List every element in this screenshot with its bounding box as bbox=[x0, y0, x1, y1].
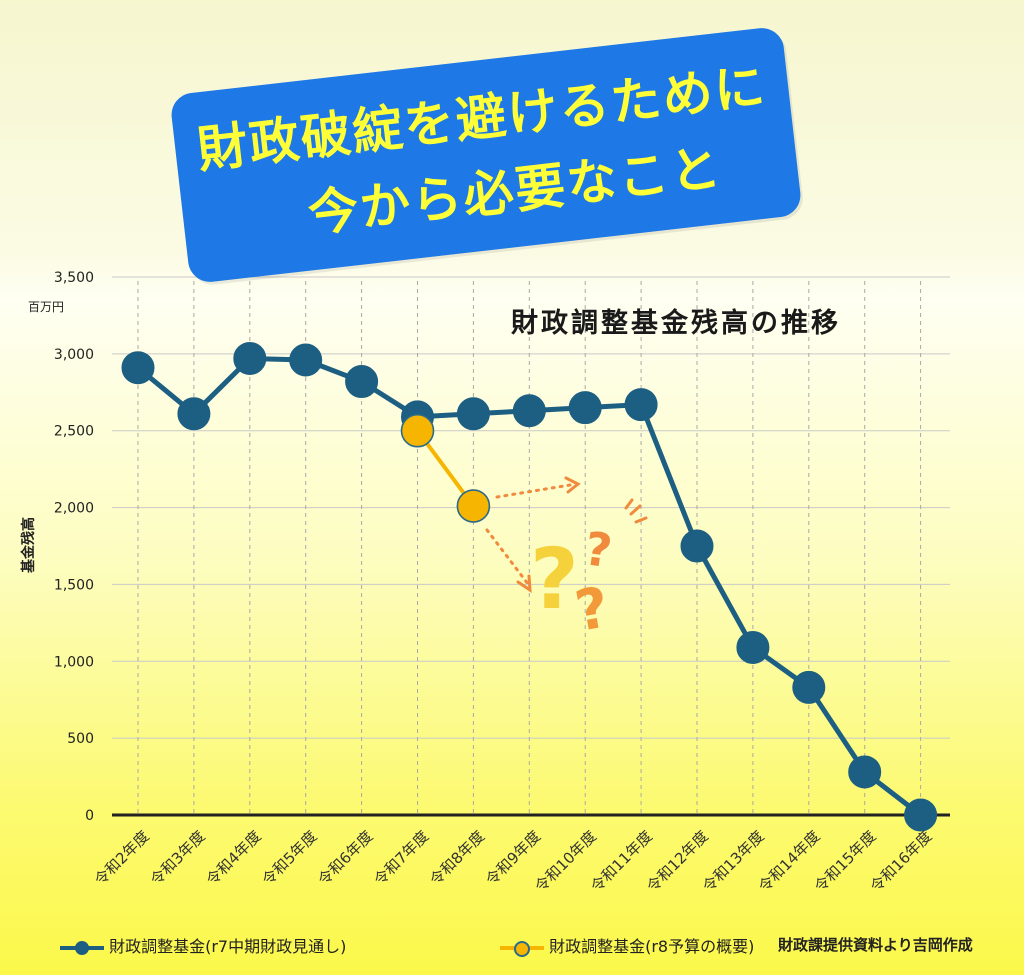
data-point bbox=[568, 391, 602, 425]
data-point bbox=[512, 394, 546, 428]
x-tick-label: 令和8年度 bbox=[426, 827, 488, 889]
data-point bbox=[736, 630, 770, 664]
y-axis-label: 基金残高 bbox=[20, 517, 37, 573]
data-point bbox=[904, 798, 938, 832]
emphasis-lines-icon bbox=[624, 498, 648, 524]
legend-label-r7: 財政調整基金(r7中期財政見通し) bbox=[109, 937, 347, 956]
legend-marker-r8 bbox=[500, 940, 544, 957]
data-point bbox=[456, 397, 490, 431]
data-point bbox=[177, 397, 211, 431]
y-tick-label: 3,000 bbox=[54, 347, 94, 363]
x-tick-label: 令和4年度 bbox=[203, 827, 265, 889]
legend-marker-r7 bbox=[60, 940, 104, 955]
data-point bbox=[121, 351, 155, 385]
question-icon: ? bbox=[581, 521, 615, 578]
source-note: 財政課提供資料より吉岡作成 bbox=[778, 936, 973, 954]
y-tick-label: 2,500 bbox=[54, 424, 94, 440]
question-marks-decoration: ? ? ? bbox=[485, 476, 648, 645]
x-tick-label: 令和3年度 bbox=[147, 827, 209, 889]
data-point bbox=[624, 388, 658, 422]
x-tick-label: 令和5年度 bbox=[259, 827, 321, 889]
legend-item-r8: 財政調整基金(r8予算の概要) bbox=[500, 933, 754, 957]
x-tick-label: 令和2年度 bbox=[91, 827, 153, 889]
data-point bbox=[456, 489, 491, 523]
legend-item-r7: 財政調整基金(r7中期財政見通し) bbox=[60, 933, 346, 957]
data-point bbox=[289, 343, 323, 377]
dotted-arrow-up-head bbox=[564, 476, 581, 494]
dotted-arrow-up bbox=[495, 483, 572, 499]
question-icon: ? bbox=[571, 575, 614, 645]
chart-title: 財政調整基金残高の推移 bbox=[511, 307, 841, 339]
y-tick-label: 2,000 bbox=[54, 501, 94, 517]
dotted-arrow-down-head bbox=[516, 574, 532, 593]
data-point bbox=[400, 413, 435, 448]
y-tick-label: 500 bbox=[67, 731, 94, 747]
y-tick-label: 0 bbox=[85, 808, 94, 824]
dotted-arrow-down bbox=[485, 528, 530, 586]
legend-label-r8: 財政調整基金(r8予算の概要) bbox=[549, 937, 755, 956]
y-tick-label: 3,500 bbox=[54, 270, 94, 286]
y-tick-label: 1,500 bbox=[54, 577, 94, 593]
series-points bbox=[121, 341, 938, 832]
data-point bbox=[345, 365, 379, 399]
x-tick-label: 令和7年度 bbox=[370, 827, 432, 889]
question-icon: ? bbox=[530, 530, 579, 628]
data-point bbox=[680, 529, 714, 563]
data-point bbox=[792, 670, 826, 704]
x-tick-label: 令和6年度 bbox=[315, 827, 377, 889]
data-point bbox=[233, 341, 267, 375]
x-tick-labels: 令和2年度令和3年度令和4年度令和5年度令和6年度令和7年度令和8年度令和9年度… bbox=[91, 827, 936, 896]
y-tick-labels: 0 500 1,000 1,500 2,000 2,500 3,000 3,500 bbox=[54, 270, 94, 824]
unit-label: 百万円 bbox=[28, 300, 64, 314]
data-point bbox=[848, 755, 882, 789]
y-tick-label: 1,000 bbox=[54, 654, 94, 670]
